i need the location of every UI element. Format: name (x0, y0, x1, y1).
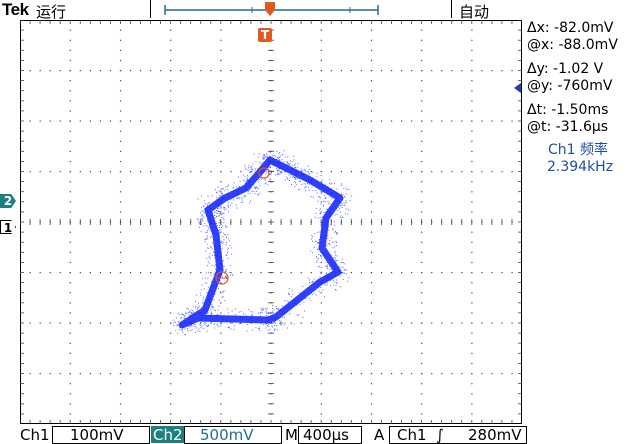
xy-trace-band (178, 156, 344, 329)
at-t-readout: @t: -31.6μs (527, 119, 609, 135)
delta-y-readout: Δy: -1.02 V (527, 61, 604, 77)
trigger-marker: T (258, 28, 272, 42)
ch2-label: Ch2 (151, 426, 185, 444)
trigger-slope-icon: ∫ (436, 426, 444, 444)
ch2-ground-marker: 2 (0, 194, 16, 208)
cursor-marker (258, 167, 270, 179)
trigger-level: 280mV (468, 426, 522, 444)
delta-t-readout: Δt: -1.50ms (527, 102, 609, 118)
ch2-scale: 500mV (200, 426, 254, 444)
graticule (20, 20, 522, 424)
waveform-display (20, 20, 522, 424)
bottom-status-bar: Ch1 100mV Ch2 500mV M 400μs A Ch1 ∫ 280m… (0, 425, 629, 444)
measurement-label: Ch1 频率 (548, 142, 609, 158)
trigger-mode: 自动 (459, 3, 490, 21)
xy-trace (173, 150, 353, 336)
timebase-value: 400μs (303, 426, 349, 444)
at-y-readout: @y: -760mV (527, 78, 613, 94)
trigger-a-label: A (374, 426, 385, 444)
trigger-source: Ch1 (397, 426, 427, 444)
ch1-scale: 100mV (70, 426, 124, 444)
delta-x-readout: Δx: -82.0mV (527, 20, 614, 36)
measurement-value: 2.394kHz (547, 159, 614, 175)
cursor-arrow-icon (514, 83, 521, 93)
ch1-ground-marker: 1 (0, 220, 16, 234)
timebase-label: M (285, 426, 298, 444)
divider (150, 0, 151, 18)
cursor-markers (215, 167, 270, 285)
trigger-position-icon (265, 2, 275, 16)
divider (451, 0, 452, 18)
at-x-readout: @x: -88.0mV (527, 37, 618, 53)
run-state: 运行 (36, 3, 67, 21)
ch1-label: Ch1 (20, 426, 50, 444)
top-status-bar: Tek 运行 自动 (0, 0, 629, 21)
brand-logo: Tek (2, 0, 29, 19)
